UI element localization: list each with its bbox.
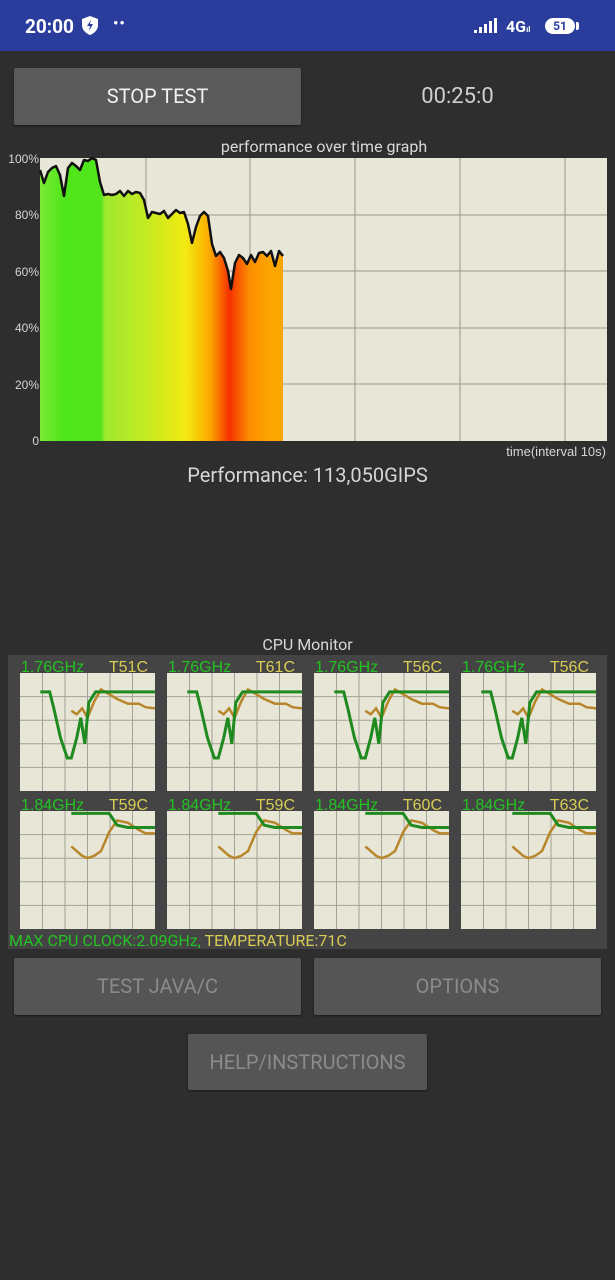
cpu-core-graph: 1.76GHz T56C (314, 659, 450, 791)
battery-tip (576, 22, 579, 30)
core-temperature-label: T59C (256, 797, 295, 814)
options-button[interactable]: OPTIONS (314, 958, 601, 1015)
core-temperature-label: T51C (109, 659, 148, 676)
stop-test-button[interactable]: STOP TEST (14, 68, 301, 125)
frequency-trace (40, 690, 155, 760)
core-frequency-label: 1.76GHz (168, 659, 231, 676)
frequency-trace (365, 811, 449, 829)
core-frequency-label: 1.84GHz (21, 797, 84, 814)
performance-readout: Performance: 113,050GIPS (187, 463, 428, 487)
cpu-monitor-title: CPU Monitor (262, 635, 353, 654)
y-tick-label: 80% (15, 208, 39, 222)
frequency-trace (481, 690, 596, 760)
performance-graph: 100% 80% 60% 40% 20% 0 time(interval 10s… (8, 152, 607, 459)
frequency-trace (218, 811, 302, 829)
core-temperature-label: T61C (256, 659, 295, 676)
cpu-core-graphs: 1.76GHz T51C 1.76GHz T61C 1.76GHz T56C 1.76GHz… (20, 659, 597, 929)
cpu-core-graph: 1.84GHz T59C (167, 797, 302, 929)
core-temperature-label: T63C (550, 797, 589, 814)
core-frequency-label: 1.76GHz (21, 659, 84, 676)
y-tick-label: 0 (32, 434, 39, 448)
cpu-core-graph: 1.76GHz T51C (20, 659, 156, 791)
elapsed-timer: 00:25:0 (421, 84, 494, 109)
core-frequency-label: 1.84GHz (462, 797, 525, 814)
cpu-core-graph: 1.84GHz T60C (314, 797, 449, 929)
core-frequency-label: 1.76GHz (462, 659, 525, 676)
battery-icon: 51 (545, 18, 575, 34)
frequency-trace (187, 690, 302, 760)
max-temperature: TEMPERATURE:71C (204, 931, 347, 950)
signal-icon (474, 18, 497, 33)
shield-icon (82, 16, 98, 35)
temperature-trace (364, 818, 449, 860)
cpu-summary: MAX CPU CLOCK:2.09GHz, TEMPERATURE:71C (9, 931, 347, 950)
clock: 20:00 (25, 15, 74, 38)
frequency-trace (512, 811, 596, 829)
cpu-core-graph: 1.76GHz T61C (167, 659, 303, 791)
x-axis-label: time(interval 10s) (506, 444, 606, 459)
network-type: 4Gıl (506, 17, 531, 36)
cpu-core-graph: 1.76GHz T56C (461, 659, 597, 791)
cpu-core-graph: 1.84GHz T63C (461, 797, 596, 929)
core-temperature-label: T56C (403, 659, 442, 676)
performance-line (38, 156, 284, 291)
y-axis-labels: 100% 80% 60% 40% 20% 0 (8, 152, 39, 448)
performance-area (40, 158, 283, 441)
cpu-monitor-panel: 1.76GHz T51C 1.76GHz T61C 1.76GHz T56C 1.76GHz… (8, 655, 607, 949)
y-tick-label: 60% (15, 265, 39, 279)
frequency-trace (71, 811, 155, 829)
temperature-trace (511, 818, 596, 860)
y-tick-label: 20% (15, 378, 39, 392)
graph-title: performance over time graph (220, 137, 428, 156)
status-bar: 20:00 •• 4Gıl 51 (0, 0, 615, 51)
help-instructions-button[interactable]: HELP/INSTRUCTIONS (188, 1034, 427, 1090)
core-temperature-label: T60C (403, 797, 442, 814)
core-frequency-label: 1.84GHz (315, 797, 378, 814)
y-tick-label: 100% (8, 152, 39, 166)
temperature-trace (70, 818, 155, 860)
core-temperature-label: T59C (109, 797, 148, 814)
notification-dots-icon: •• (113, 14, 126, 32)
core-frequency-label: 1.76GHz (315, 659, 378, 676)
test-java-button[interactable]: TEST JAVA/C (14, 958, 301, 1015)
temperature-trace (217, 818, 302, 860)
max-cpu-clock: MAX CPU CLOCK:2.09GHz, (9, 931, 201, 950)
core-frequency-label: 1.84GHz (168, 797, 231, 814)
frequency-trace (334, 690, 449, 760)
core-temperature-label: T56C (550, 659, 589, 676)
cpu-core-graph: 1.84GHz T59C (20, 797, 155, 929)
y-tick-label: 40% (15, 321, 39, 335)
